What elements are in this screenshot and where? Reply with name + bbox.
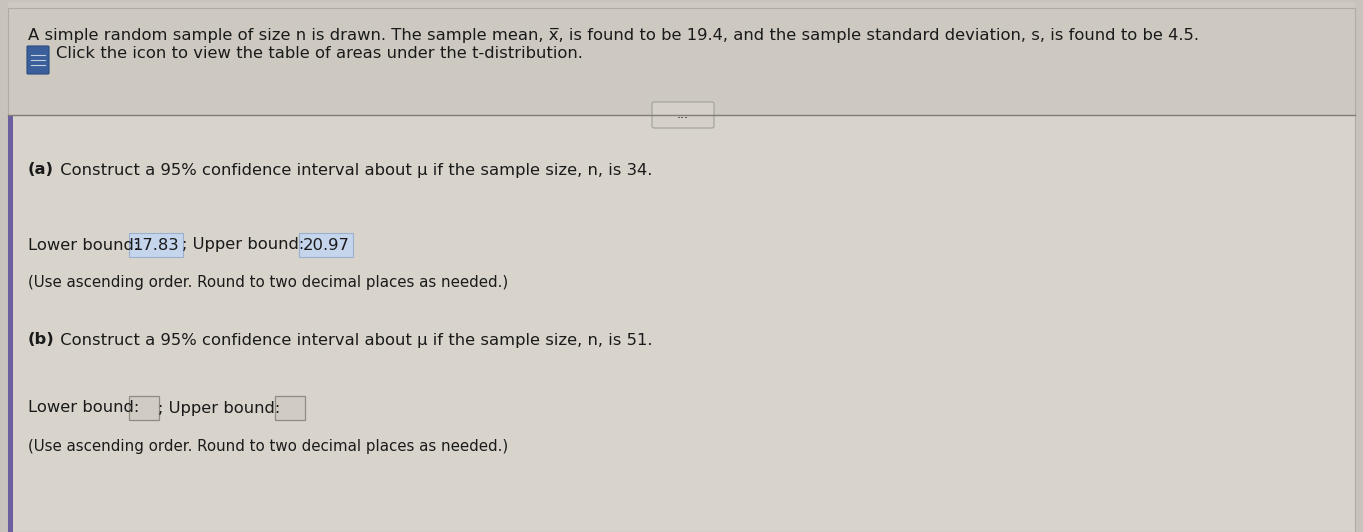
FancyBboxPatch shape <box>298 233 353 257</box>
Text: ...: ... <box>677 109 690 121</box>
Text: Lower bound:: Lower bound: <box>29 237 144 253</box>
FancyBboxPatch shape <box>8 2 1355 115</box>
Text: Lower bound:: Lower bound: <box>29 401 144 415</box>
Text: Construct a 95% confidence interval about μ if the sample size, n, is 34.: Construct a 95% confidence interval abou… <box>55 162 653 178</box>
FancyBboxPatch shape <box>8 115 14 532</box>
Text: (a): (a) <box>29 162 55 178</box>
Text: Construct a 95% confidence interval about μ if the sample size, n, is 51.: Construct a 95% confidence interval abou… <box>55 332 653 347</box>
Text: (Use ascending order. Round to two decimal places as needed.): (Use ascending order. Round to two decim… <box>29 438 508 453</box>
Text: (b): (b) <box>29 332 55 347</box>
Text: A simple random sample of size n is drawn. The sample mean, x̅, is found to be 1: A simple random sample of size n is draw… <box>29 28 1199 43</box>
Text: ; Upper bound:: ; Upper bound: <box>183 237 309 253</box>
FancyBboxPatch shape <box>275 396 305 420</box>
FancyBboxPatch shape <box>129 396 159 420</box>
FancyBboxPatch shape <box>652 102 714 128</box>
FancyBboxPatch shape <box>27 46 49 74</box>
FancyBboxPatch shape <box>129 233 183 257</box>
Text: (Use ascending order. Round to two decimal places as needed.): (Use ascending order. Round to two decim… <box>29 276 508 290</box>
Text: ; Upper bound:: ; Upper bound: <box>158 401 285 415</box>
FancyBboxPatch shape <box>8 115 1355 532</box>
Text: 17.83: 17.83 <box>132 237 180 253</box>
Text: 20.97: 20.97 <box>303 237 349 253</box>
Text: Click the icon to view the table of areas under the t-distribution.: Click the icon to view the table of area… <box>56 46 583 61</box>
